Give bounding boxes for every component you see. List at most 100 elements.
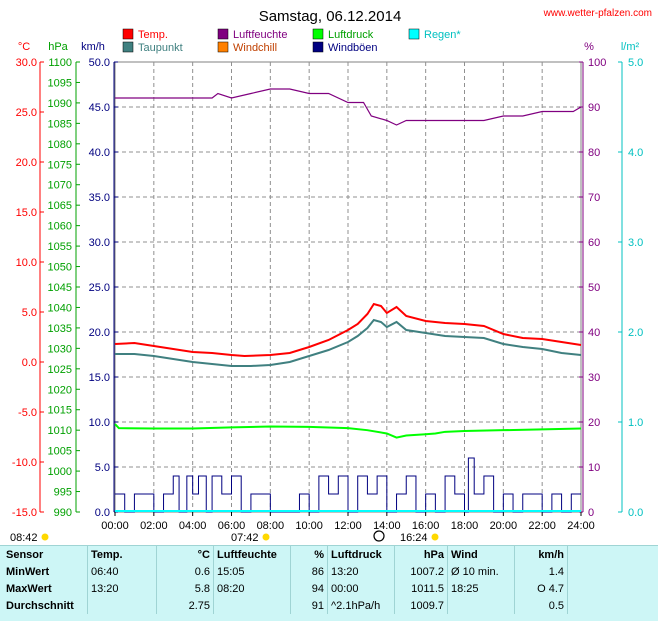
wind-tick-label: 0.0: [95, 507, 110, 519]
stats-header-temp-unit: °C: [156, 546, 214, 563]
pressure-tick-label: 1060: [48, 221, 72, 233]
sunset-time: 16:24: [400, 532, 428, 544]
stats-wind-value: 0.5: [514, 597, 568, 614]
stats-hum-value: 94: [290, 580, 328, 597]
moon-icon: [373, 530, 385, 542]
x-tick-label: 22:00: [528, 520, 556, 532]
stats-press-time: ^2.1hPa/h: [327, 597, 395, 614]
temp-axis: 30.0 25.0 20.0 15.0 10.0 5.0 0.0 -5.0 -10.0 -15.0: [12, 57, 44, 519]
sunrise-icon: [41, 533, 49, 541]
stats-temp-time: [87, 597, 157, 614]
pressure-tick-label: 1100: [48, 57, 72, 69]
pressure-tick-label: 1085: [48, 118, 72, 130]
humidity-tick-label: 0: [588, 507, 594, 519]
pressure-tick-label: 1080: [48, 139, 72, 151]
rain-unit-label: l/m²: [621, 41, 640, 53]
site-link[interactable]: www.wetter-pfalzen.com: [543, 8, 652, 19]
stats-press-time: 00:00: [327, 580, 395, 597]
stats-temp-value: 0.6: [156, 563, 214, 580]
stats-row-avg: Durchschnitt 2.75 91 ^2.1hPa/h 1009.7 0.…: [0, 597, 568, 614]
temp-tick-label: -10.0: [12, 457, 37, 469]
wind-tick-label: 25.0: [89, 282, 110, 294]
temp-tick-label: 20.0: [16, 157, 37, 169]
rain-tick-label: 2.0: [628, 327, 643, 339]
stats-row-label: MinWert: [0, 563, 88, 580]
pressure-axis: 1100 1095 1090 1085 1080 1075 1070 1065 1060 1055…: [48, 57, 80, 519]
stats-press-time: 13:20: [327, 563, 395, 580]
legend-label: Regen*: [424, 29, 461, 41]
stats-table: Sensor Temp. °C Luftfeuchte % Luftdruck …: [0, 545, 658, 621]
legend-swatch: [122, 41, 134, 53]
stats-wind-value: 1.4: [514, 563, 568, 580]
humidity-tick-label: 10: [588, 462, 600, 474]
grid: [115, 62, 581, 512]
stats-hum-time: [213, 597, 291, 614]
x-axis: 00:00 02:00 04:00 06:00 08:00 10:00 12:00 14:00…: [101, 512, 595, 532]
pressure-tick-label: 1010: [48, 425, 72, 437]
pressure-tick-label: 1035: [48, 323, 72, 335]
pressure-tick-label: 995: [54, 487, 72, 499]
x-tick-label: 20:00: [490, 520, 518, 532]
stats-wind-time: Ø 10 min.: [447, 563, 515, 580]
rain-tick-label: 0.0: [628, 507, 643, 519]
noon-icon: [262, 533, 270, 541]
stats-header-temp: Temp.: [87, 546, 157, 563]
rain-tick-label: 1.0: [628, 417, 643, 429]
noon-time: 07:42: [231, 532, 259, 544]
rain-tick-label: 5.0: [628, 57, 643, 69]
temp-tick-label: 5.0: [22, 307, 37, 319]
x-tick-label: 08:00: [257, 520, 285, 532]
rain-tick-label: 4.0: [628, 147, 643, 159]
pressure-tick-label: 1075: [48, 159, 72, 171]
x-tick-label: 16:00: [412, 520, 440, 532]
legend-label: Windchill: [233, 42, 277, 54]
stats-hum-time: 08:20: [213, 580, 291, 597]
humidity-tick-label: 50: [588, 282, 600, 294]
pressure-tick-label: 1030: [48, 343, 72, 355]
x-tick-label: 04:00: [179, 520, 207, 532]
x-tick-label: 24:00: [567, 520, 595, 532]
x-tick-label: 10:00: [295, 520, 323, 532]
series-line-taupunkt: [115, 318, 582, 367]
weather-chart: Samstag, 06.12.2014 www.wetter-pfalzen.c…: [10, 8, 652, 544]
series-line-luftdruck: [114, 423, 582, 439]
pressure-tick-label: 1050: [48, 262, 72, 274]
legend-swatch: [122, 28, 134, 40]
stats-hum-time: 15:05: [213, 563, 291, 580]
legend-label: Temp.: [138, 29, 168, 41]
series-line-temp: [114, 302, 582, 358]
wind-tick-label: 35.0: [89, 192, 110, 204]
stats-wind-time: [447, 597, 515, 614]
stats-press-value: 1011.5: [394, 580, 448, 597]
pressure-tick-label: 1015: [48, 405, 72, 417]
stats-row-max: MaxWert 13:20 5.8 08:20 94 00:00 1011.5 …: [0, 580, 568, 597]
legend-label: Windböen: [328, 42, 378, 54]
pressure-tick-label: 1025: [48, 364, 72, 376]
legend-swatch: [217, 41, 229, 53]
temp-tick-label: 10.0: [16, 257, 37, 269]
wind-tick-label: 50.0: [89, 57, 110, 69]
stats-press-value: 1007.2: [394, 563, 448, 580]
stats-wind-time: 18:25: [447, 580, 515, 597]
wind-unit-label: km/h: [81, 41, 105, 53]
pressure-tick-label: 1000: [48, 466, 72, 478]
stats-wind-value: O 4.7: [514, 580, 568, 597]
stats-header-humidity-unit: %: [290, 546, 328, 563]
stats-header-humidity: Luftfeuchte: [213, 546, 291, 563]
legend-label: Taupunkt: [138, 42, 183, 54]
series-line-luftfeuchte: [115, 88, 582, 126]
pressure-tick-label: 1095: [48, 77, 72, 89]
stats-row-min: MinWert 06:40 0.6 15:05 86 13:20 1007.2 …: [0, 563, 568, 580]
legend-label: Luftdruck: [328, 29, 374, 41]
pressure-tick-label: 1065: [48, 200, 72, 212]
legend-swatch: [312, 41, 324, 53]
wind-tick-label: 10.0: [89, 417, 110, 429]
stats-temp-value: 5.8: [156, 580, 214, 597]
stats-header-sensor: Sensor: [0, 546, 88, 563]
temp-tick-label: 30.0: [16, 57, 37, 69]
x-tick-label: 06:00: [218, 520, 246, 532]
x-tick-label: 18:00: [451, 520, 479, 532]
humidity-tick-label: 90: [588, 102, 600, 114]
stats-hum-value: 86: [290, 563, 328, 580]
